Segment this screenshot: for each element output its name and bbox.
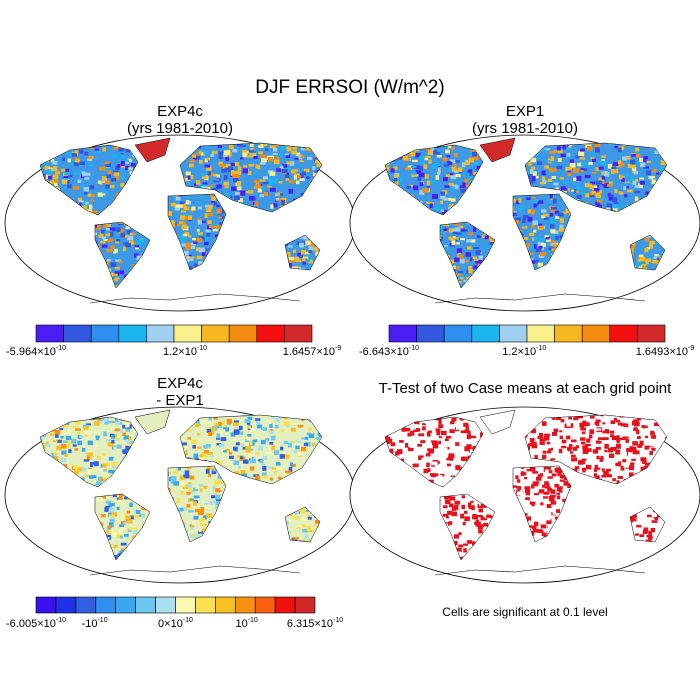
coastline <box>524 414 668 485</box>
continent <box>40 145 138 215</box>
colorbar-box <box>35 596 57 614</box>
colorbar-box <box>256 324 285 343</box>
colorbar-box <box>175 596 196 614</box>
coastline <box>179 414 323 485</box>
colorbar-box <box>75 596 97 614</box>
panel-subtitle: - EXP1 <box>156 392 204 409</box>
colorbar-label: 1.6457×10-9 <box>283 345 342 358</box>
colorbar-box <box>228 324 258 343</box>
panel-title: T-Test of two Case means at each grid po… <box>379 380 672 397</box>
antarctica-coast <box>89 565 301 576</box>
colorbar-box <box>554 324 583 343</box>
map-panel <box>349 406 700 584</box>
colorbar-label: 6.315×10-10 <box>287 617 343 630</box>
colorbar-box <box>195 596 216 614</box>
colorbar-box <box>284 324 313 343</box>
colorbar-label: -5.964×10-10 <box>6 345 66 358</box>
colorbar-box <box>294 596 316 614</box>
colorbar-box <box>115 596 136 614</box>
colorbar-box <box>581 324 611 343</box>
colorbar-box <box>388 324 417 343</box>
coastline <box>167 465 227 543</box>
continent <box>95 222 150 288</box>
colorbar-label: 0×10-10 <box>158 617 193 630</box>
colorbar-box <box>609 324 638 343</box>
colorbar-box <box>471 324 500 343</box>
coastline <box>39 416 139 488</box>
colorbar-label: -10-10 <box>82 617 108 630</box>
coastline <box>524 142 668 213</box>
antarctica-coast <box>434 565 646 576</box>
coastline <box>284 234 321 271</box>
colorbar-box <box>637 324 666 343</box>
colorbar-label: 1.6493×10-9 <box>636 345 695 358</box>
panel-note: Cells are significant at 0.1 level <box>442 605 607 619</box>
colorbar-label: 1.2×10-10 <box>163 345 207 358</box>
colorbar-box <box>95 596 117 614</box>
colorbar-label: 1.2×10-10 <box>502 345 546 358</box>
colorbar-box <box>234 596 256 614</box>
coastline <box>439 221 496 289</box>
colorbar-box <box>146 324 175 343</box>
coastline <box>384 416 484 488</box>
coastline <box>167 193 227 271</box>
colorbar-box <box>55 596 77 614</box>
colorbar-box <box>35 324 64 343</box>
colorbar-box <box>118 324 147 343</box>
greenland <box>134 409 171 435</box>
greenland <box>479 409 516 435</box>
coastline <box>284 506 321 543</box>
coastline <box>94 221 151 289</box>
colorbar-box <box>526 324 555 343</box>
colorbar-box <box>443 324 473 343</box>
coastline <box>629 234 666 271</box>
colorbar-label: -6.005×10-10 <box>6 617 66 630</box>
panel-subtitle: (yrs 1981-2010) <box>472 120 578 137</box>
panel-title: EXP1 <box>506 103 544 120</box>
colorbar-box <box>90 324 120 343</box>
figure-title: DJF ERRSOI (W/m^2) <box>255 77 444 98</box>
map-panel <box>4 134 356 312</box>
colorbar-box <box>63 324 92 343</box>
coastline <box>384 144 484 216</box>
coastline <box>179 142 323 213</box>
colorbar-box <box>215 596 236 614</box>
coastline <box>512 193 572 271</box>
colorbar-box <box>416 324 445 343</box>
colorbar-box <box>201 324 230 343</box>
coastline <box>439 493 496 561</box>
antarctica-coast <box>434 293 646 304</box>
colorbar-box <box>274 596 296 614</box>
panel-title: EXP4c <box>157 103 203 120</box>
coastline <box>94 493 151 561</box>
colorbar-box <box>173 324 202 343</box>
colorbar-box <box>155 596 176 614</box>
greenland <box>134 137 171 163</box>
panel-title: EXP4c <box>157 375 203 392</box>
antarctica-coast <box>89 293 301 304</box>
map-panel <box>4 406 356 584</box>
greenland <box>479 137 516 163</box>
continent <box>180 143 322 212</box>
colorbar-label: 10-10 <box>235 617 257 630</box>
panel-subtitle: (yrs 1981-2010) <box>127 120 233 137</box>
map-panel <box>349 134 700 312</box>
colorbar-box <box>499 324 528 343</box>
colorbar-box <box>254 596 276 614</box>
coastline <box>512 465 572 543</box>
coastline <box>629 506 666 543</box>
colorbar-label: -6.643×10-10 <box>359 345 419 358</box>
coastline <box>39 144 139 216</box>
colorbar-box <box>135 596 156 614</box>
